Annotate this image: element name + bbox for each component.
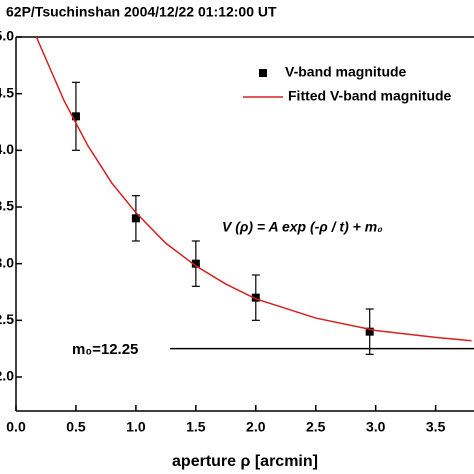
point: [131, 214, 140, 223]
point: [71, 112, 80, 121]
x-tick-label: 1.0: [126, 419, 146, 435]
y-tick-label: 12.5: [0, 311, 14, 327]
point: [251, 293, 260, 302]
x-tick-label: 3.0: [366, 419, 386, 435]
x-axis-label: aperture ρ [arcmin]: [172, 453, 318, 470]
x-tick-label: 1.5: [186, 419, 206, 435]
point: [365, 327, 374, 336]
legend-label: Fitted V-band magnitude: [288, 88, 452, 104]
legend-marker: [259, 69, 267, 77]
hline-label: m₀=12.25: [72, 341, 138, 358]
y-tick-label: 13.5: [0, 198, 14, 214]
x-tick-label: 2.0: [246, 419, 266, 435]
x-tick-label: 0.0: [6, 419, 26, 435]
y-tick-label: 14.5: [0, 84, 14, 100]
equation: V (ρ) = A exp (-ρ / t) + m₀: [222, 219, 383, 235]
fit-line: [35, 36, 472, 342]
x-tick-label: 2.5: [306, 419, 326, 435]
y-tick-label: 13.0: [0, 254, 14, 270]
y-tick-label: 12.0: [0, 368, 14, 384]
chart-title: 62P/Tsuchinshan 2004/12/22 01:12:00 UT: [6, 4, 277, 20]
x-tick-label: 3.5: [426, 419, 446, 435]
legend-label: V-band magnitude: [285, 64, 407, 80]
y-tick-label: 14.0: [0, 141, 14, 157]
point: [191, 259, 200, 268]
y-tick-label: 15.0: [0, 28, 14, 44]
x-tick-label: 0.5: [66, 419, 86, 435]
